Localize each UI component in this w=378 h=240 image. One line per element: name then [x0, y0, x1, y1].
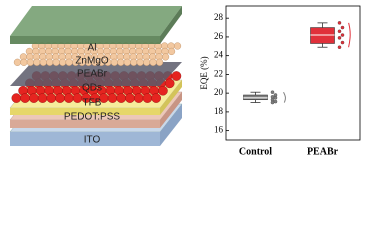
y-tick-label: 28 — [214, 12, 224, 22]
data-point — [337, 21, 342, 25]
sphere — [161, 53, 170, 61]
al-top — [10, 6, 182, 36]
layer-label: Al — [88, 43, 97, 54]
tfb-front — [10, 108, 160, 115]
sphere — [20, 58, 28, 66]
sphere — [64, 93, 74, 103]
al-front — [10, 36, 160, 44]
plot-frame — [225, 5, 361, 141]
sphere — [13, 58, 22, 66]
data-point — [273, 96, 278, 100]
sphere — [130, 58, 138, 66]
layer-label: ZnMgO — [75, 56, 109, 67]
device-stack: Al ZnMgO PEABr QDs TFB PEDOT:PSS ITO — [9, 6, 183, 146]
layer-label: QDs — [82, 83, 102, 94]
sphere — [29, 93, 39, 103]
sphere — [11, 93, 22, 103]
layer-label: PEABr — [77, 69, 108, 80]
y-axis-label: EQE (%) — [199, 56, 209, 89]
znmgo-spheres — [13, 42, 182, 66]
ito-front — [10, 132, 160, 146]
data-point — [273, 99, 278, 104]
sphere — [37, 93, 48, 103]
sphere — [117, 58, 125, 66]
pedot-side — [160, 92, 182, 128]
sphere — [133, 93, 144, 103]
data-point — [340, 25, 345, 30]
data-point — [340, 33, 345, 37]
tfb-side — [160, 80, 182, 115]
data-point — [337, 45, 342, 49]
data-point — [270, 90, 275, 94]
peabr-layer — [10, 62, 182, 86]
sphere — [123, 58, 131, 66]
layer-label: ITO — [84, 135, 101, 146]
sphere — [20, 93, 30, 103]
sphere — [155, 58, 164, 66]
sphere — [46, 93, 57, 103]
x-tick-label: PEABr — [307, 146, 339, 157]
y-tick-label: 18 — [214, 106, 224, 116]
sphere — [142, 93, 153, 103]
sphere — [136, 58, 144, 66]
density-curve — [283, 92, 286, 103]
data-point — [270, 100, 275, 105]
al-side — [160, 6, 182, 44]
sphere — [107, 93, 118, 103]
box-chart: EQE (%) 16 18 20 22 24 26 28 Control PEABr — [199, 5, 361, 157]
sphere — [171, 71, 182, 81]
sphere — [125, 93, 135, 103]
layer-label: TFB — [83, 98, 102, 109]
density-curve — [348, 22, 351, 48]
y-tick-label: 24 — [214, 50, 224, 60]
sphere — [151, 93, 161, 103]
sphere — [143, 58, 151, 66]
sphere — [110, 58, 118, 66]
x-tick-label: Control — [239, 146, 272, 157]
sphere — [72, 93, 83, 103]
y-tick-label: 16 — [214, 125, 224, 135]
sphere — [46, 58, 54, 66]
sphere — [55, 93, 65, 103]
sphere — [26, 58, 34, 66]
layer-label: PEDOT:PSS — [64, 112, 120, 123]
sphere — [167, 47, 176, 56]
sphere — [158, 85, 168, 96]
y-tick-label: 26 — [214, 31, 224, 41]
sphere — [59, 58, 67, 66]
sphere — [116, 93, 127, 103]
sphere — [52, 58, 60, 66]
y-tick-label: 22 — [214, 68, 223, 78]
pedot-front — [10, 120, 160, 128]
y-tick-label: 20 — [214, 87, 224, 97]
sphere — [173, 42, 182, 50]
data-point — [337, 29, 342, 34]
sphere — [164, 78, 175, 89]
figure: Al ZnMgO PEABr QDs TFB PEDOT:PSS ITO EQE… — [9, 5, 361, 157]
sphere — [39, 58, 47, 66]
data-point — [340, 40, 345, 45]
sphere — [65, 58, 73, 66]
ito-side — [160, 104, 182, 146]
sphere — [33, 58, 41, 66]
data-point — [337, 36, 342, 40]
sphere — [149, 58, 157, 66]
